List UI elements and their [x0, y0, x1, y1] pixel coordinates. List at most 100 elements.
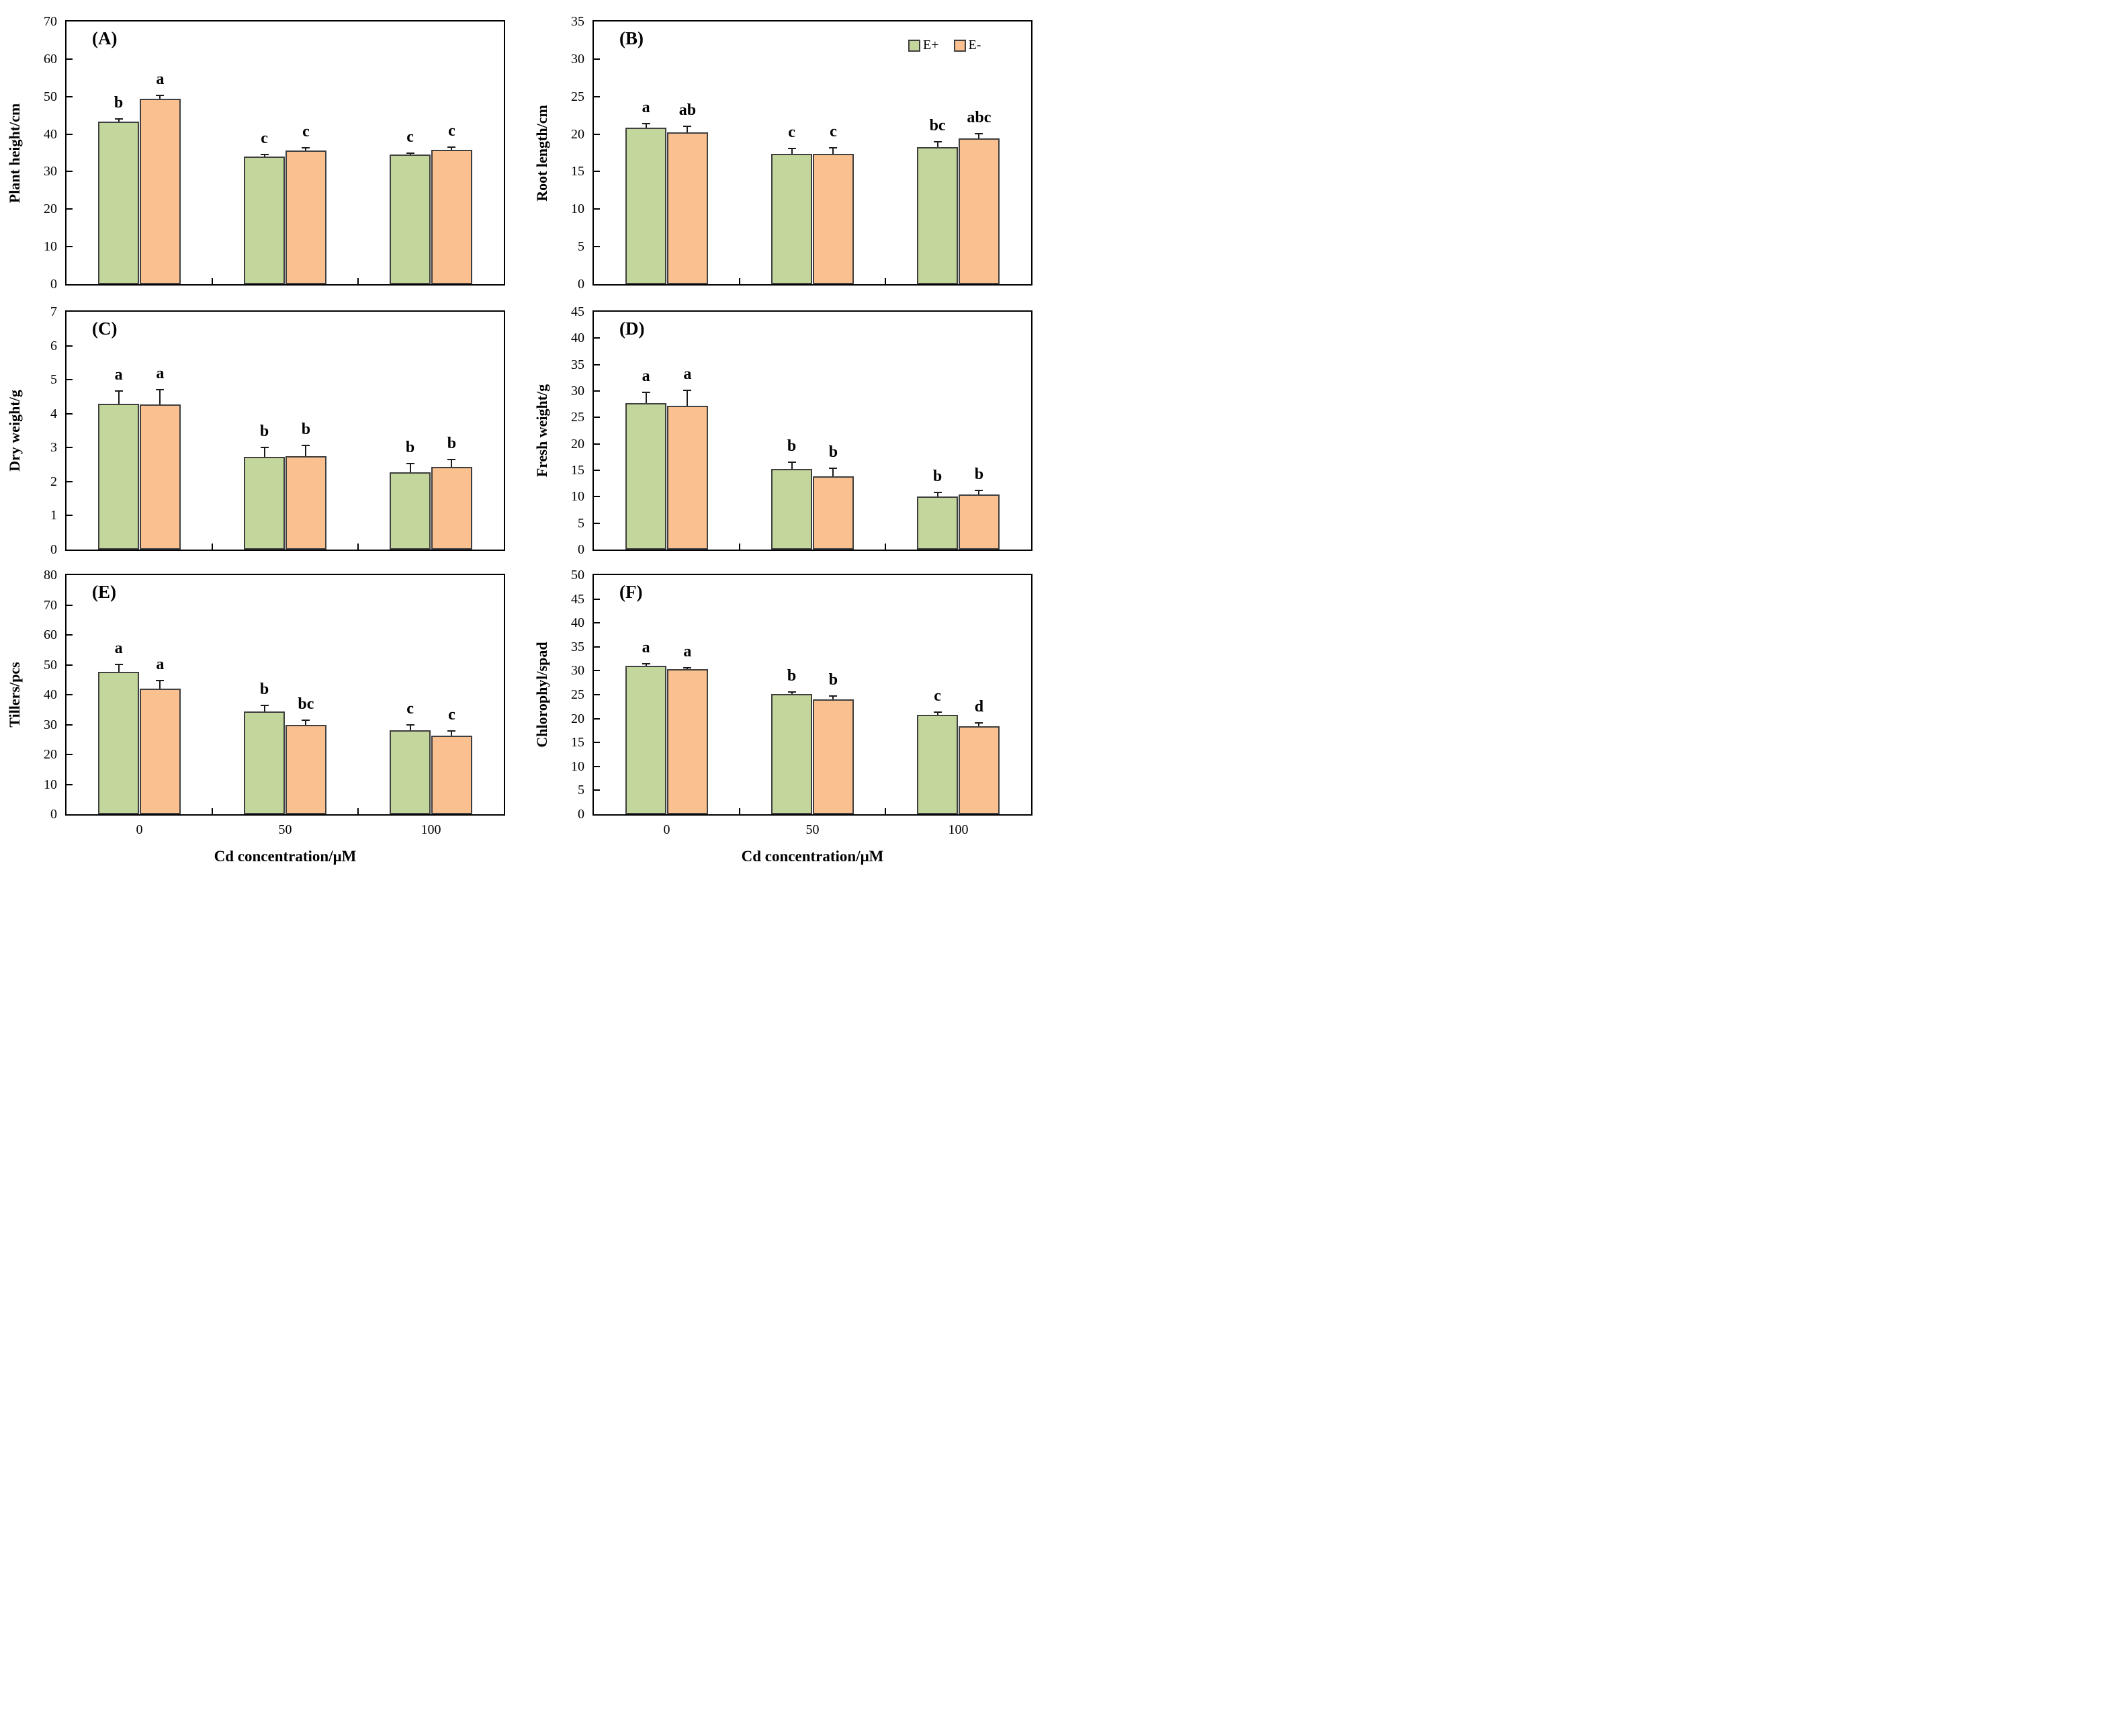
y-tick-mark — [594, 443, 600, 445]
bar-eplus-50 — [771, 693, 813, 814]
y-tick-label: 80 — [44, 568, 57, 582]
error-bar-cap — [787, 691, 796, 693]
y-tick-label: 30 — [571, 51, 584, 67]
significance-letter: b — [259, 680, 269, 698]
plot-area-f: a b c a b d — [592, 574, 1032, 816]
significance-letter: b — [828, 443, 838, 462]
significance-letter: b — [932, 468, 942, 486]
bar-eplus-0 — [97, 671, 140, 814]
y-tick-label: 40 — [44, 687, 57, 702]
error-bar-cap — [156, 679, 165, 681]
y-tick-label: 35 — [571, 357, 584, 372]
error-bar-stem — [305, 445, 307, 456]
error-bar-cap — [260, 704, 269, 706]
plot-area-a: b c c a c c — [65, 20, 505, 286]
plot-area-e: a b c a bc c — [65, 574, 505, 816]
error-bar-stem — [645, 391, 647, 404]
y-tick-mark — [67, 58, 73, 60]
y-tick-mark — [67, 447, 73, 449]
x-tick-mark — [739, 808, 740, 814]
significance-letter: abc — [967, 109, 992, 127]
error-bar-cap — [406, 462, 414, 464]
y-tick-label: 0 — [50, 277, 57, 292]
y-tick-label: 60 — [44, 51, 57, 67]
y-tick-label: 30 — [571, 663, 584, 679]
y-tick-mark — [67, 413, 73, 415]
bar-eminus-100 — [431, 736, 473, 814]
significance-letter: b — [301, 421, 311, 439]
y-tick-mark — [594, 765, 600, 767]
error-bar-cap — [787, 147, 796, 149]
significance-letter: c — [261, 130, 268, 148]
y-tick-label: 50 — [44, 657, 57, 672]
significance-letter: c — [406, 128, 414, 146]
y-tick-mark — [594, 470, 600, 471]
y-tick-mark — [67, 783, 73, 785]
y-tick-mark — [67, 379, 73, 381]
y-tick-mark — [594, 694, 600, 695]
y-tick-label: 1 — [50, 508, 57, 523]
y-tick-label: 6 — [50, 338, 57, 353]
y-tick-label: 4 — [50, 406, 57, 421]
y-tick-label: 0 — [50, 542, 57, 557]
y-tick-label: 45 — [571, 304, 584, 319]
y-tick-label: 15 — [571, 164, 584, 179]
y-tick-label: 70 — [44, 597, 57, 613]
y-tick-mark — [67, 515, 73, 517]
significance-letter: a — [683, 365, 692, 384]
y-tick-mark — [594, 789, 600, 791]
y-tick-label: 20 — [571, 436, 584, 451]
plot-area-c: a b b a b b — [65, 310, 505, 551]
x-category-label: 100 — [421, 822, 441, 837]
bar-eminus-50 — [812, 476, 854, 550]
panel-f: a b c a b d Chlorophyl/spad 0 5 10 15 20 25 30 35 40 45 5… — [527, 564, 1055, 868]
y-tick-label: 70 — [44, 14, 57, 29]
error-bar-cap — [933, 140, 942, 142]
significance-letter: a — [642, 367, 650, 385]
significance-letter: c — [448, 122, 455, 140]
error-bar-stem — [263, 704, 265, 712]
error-bar-cap — [642, 122, 650, 124]
significance-letter: c — [448, 706, 455, 724]
y-tick-mark — [594, 208, 600, 210]
panel-letter: (F) — [619, 582, 643, 602]
significance-letter: a — [642, 98, 650, 116]
y-tick-label: 5 — [578, 783, 584, 798]
y-tick-label: 0 — [578, 542, 584, 557]
bar-eminus-50 — [812, 153, 854, 284]
error-bar-cap — [447, 730, 456, 732]
y-tick-label: 40 — [571, 331, 584, 346]
significance-letter: a — [156, 365, 165, 383]
error-bar-cap — [683, 126, 692, 128]
bar-eminus-100 — [431, 466, 473, 550]
y-tick-mark — [594, 646, 600, 648]
y-tick-mark — [594, 363, 600, 365]
panel-c: a b b a b b Dry weight/g 0 1 2 3 4 5 6 7 (C) — [0, 296, 527, 564]
y-tick-mark — [594, 622, 600, 624]
bar-eminus-100 — [958, 138, 1000, 284]
legend-label: E+ — [923, 38, 939, 52]
y-tick-label: 20 — [571, 711, 584, 726]
legend-item-eminus: E- — [953, 38, 981, 53]
y-tick-mark — [67, 208, 73, 210]
error-bar-cap — [933, 711, 942, 713]
significance-letter: b — [405, 438, 415, 456]
error-bar-stem — [645, 122, 647, 128]
y-tick-label: 20 — [571, 126, 584, 142]
y-tick-label: 50 — [44, 89, 57, 104]
y-tick-label: 3 — [50, 440, 57, 455]
error-bar-stem — [936, 140, 938, 147]
error-bar-cap — [114, 663, 123, 665]
bar-eplus-50 — [771, 469, 813, 550]
y-tick-label: 10 — [44, 239, 57, 255]
error-bar-cap — [156, 94, 165, 96]
bar-eplus-100 — [916, 496, 959, 550]
y-tick-mark — [594, 58, 600, 60]
error-bar-cap — [829, 695, 838, 697]
significance-letter: a — [156, 655, 165, 673]
significance-letter: b — [259, 423, 269, 441]
x-tick-mark — [739, 278, 740, 284]
y-tick-mark — [67, 246, 73, 248]
y-tick-mark — [67, 133, 73, 135]
error-bar-cap — [975, 133, 983, 135]
